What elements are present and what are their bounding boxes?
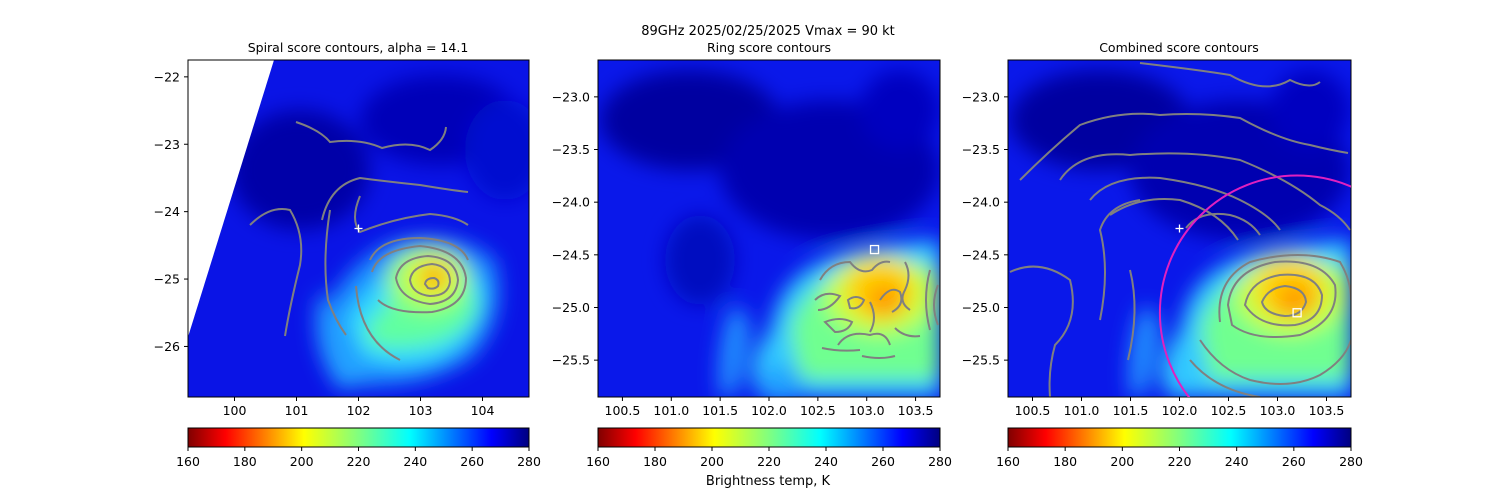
x-tick-label: 101	[285, 403, 309, 418]
colorbar-spiral	[187, 427, 530, 448]
y-tick-label: −22	[154, 69, 180, 84]
center-plus-marker	[1175, 224, 1184, 233]
radius-circle	[1158, 174, 1351, 397]
panel-ring-markers	[869, 244, 880, 255]
x-tick-label: 103	[409, 403, 433, 418]
y-tick-label: −24.5	[962, 247, 1000, 262]
colorbar-tick-label: 220	[347, 454, 371, 469]
panel-spiral-title: Spiral score contours, alpha = 14.1	[248, 40, 469, 55]
panel-ring-axes: 100.5 101.0 101.5 102.0 102.5 103.0 103.5 −23.0…	[552, 89, 934, 418]
colorbar-tick-label: 200	[290, 454, 314, 469]
panel-ring: Ring score contours	[552, 40, 952, 469]
x-tick-label: 103.0	[849, 403, 885, 418]
panel-ring-image	[598, 60, 940, 397]
colorbar-tick-label: 280	[1339, 454, 1363, 469]
colorbar-tick-label: 220	[1168, 454, 1192, 469]
y-tick-label: −25.5	[962, 353, 1000, 368]
y-tick-label: −23.5	[552, 142, 590, 157]
x-tick-label: 100.5	[605, 403, 641, 418]
colorbar-tick-label: 180	[233, 454, 257, 469]
y-tick-label: −23.0	[962, 89, 1000, 104]
colorbar-tick-label: 180	[643, 454, 667, 469]
colorbar-combined-ticks: 160 180 200 220 240 260 280	[996, 447, 1363, 469]
panel-combined-contours	[1009, 62, 1351, 397]
y-tick-label: −24.0	[962, 195, 1000, 210]
x-tick-label: 100.5	[1015, 403, 1051, 418]
colorbar-ring	[597, 427, 941, 448]
y-tick-label: −24.5	[552, 247, 590, 262]
x-tick-label: 101.5	[702, 403, 738, 418]
colorbar-tick-label: 220	[757, 454, 781, 469]
colorbar-tick-label: 160	[176, 454, 200, 469]
x-tick-label: 103.5	[1309, 403, 1345, 418]
y-tick-label: −24	[154, 204, 180, 219]
colorbar-tick-label: 180	[1053, 454, 1077, 469]
center-plus-marker	[354, 224, 363, 233]
x-tick-label: 104	[471, 403, 495, 418]
panel-spiral-markers	[354, 224, 363, 233]
x-tick-label: 102.5	[800, 403, 836, 418]
panel-spiral-image	[188, 60, 529, 397]
colorbar-tick-label: 260	[871, 454, 895, 469]
colorbar-ring-ticks: 160 180 200 220 240 260 280	[586, 447, 952, 469]
panel-spiral-axes: 100 101 102 103 104 −22 −23 −24 −25 −26	[154, 69, 495, 418]
y-tick-label: −23.0	[552, 89, 590, 104]
y-tick-label: −23	[154, 137, 180, 152]
y-tick-label: −26	[154, 339, 180, 354]
y-tick-label: −23.5	[962, 142, 1000, 157]
x-tick-label: 102.5	[1211, 403, 1247, 418]
x-tick-label: 100	[223, 403, 247, 418]
panel-combined-title: Combined score contours	[1099, 40, 1259, 55]
x-tick-label: 101.5	[1113, 403, 1149, 418]
colorbar-spiral-ticks: 160 180 200 220 240 260 280	[176, 447, 541, 469]
colorbar-tick-label: 160	[586, 454, 610, 469]
colorbar-tick-label: 240	[814, 454, 838, 469]
colorbar-tick-label: 260	[1282, 454, 1306, 469]
panel-spiral-contours	[249, 121, 469, 361]
x-tick-label: 103.0	[1260, 403, 1296, 418]
panel-ring-title: Ring score contours	[707, 40, 831, 55]
figure-suptitle: 89GHz 2025/02/25/2025 Vmax = 90 kt	[641, 24, 895, 39]
x-tick-label: 102	[347, 403, 371, 418]
colorbar-tick-label: 240	[403, 454, 427, 469]
y-tick-label: −25.0	[962, 300, 1000, 315]
colorbar-tick-label: 200	[1110, 454, 1134, 469]
y-tick-label: −24.0	[552, 195, 590, 210]
square-marker	[1292, 308, 1302, 318]
panel-combined-markers	[1158, 174, 1351, 397]
panel-combined-axes: 100.5 101.0 101.5 102.0 102.5 103.0 103.5 −23.0…	[962, 89, 1345, 418]
colorbar-tick-label: 260	[460, 454, 484, 469]
colorbar-tick-label: 160	[996, 454, 1020, 469]
x-tick-label: 101.0	[653, 403, 689, 418]
y-tick-label: −25.0	[552, 300, 590, 315]
colorbar-tick-label: 240	[1225, 454, 1249, 469]
colorbar-label: Brightness temp, K	[706, 474, 831, 489]
x-tick-label: 102.0	[1162, 403, 1198, 418]
colorbar-tick-label: 280	[928, 454, 952, 469]
colorbar-tick-label: 200	[700, 454, 724, 469]
square-marker	[869, 244, 880, 255]
colorbar-combined	[1007, 427, 1352, 448]
panel-spiral: Spiral score contours, alpha = 14.1	[154, 40, 541, 469]
y-tick-label: −25.5	[552, 353, 590, 368]
panel-ring-contours	[814, 260, 939, 359]
colorbar-tick-label: 280	[517, 454, 541, 469]
y-tick-label: −25	[154, 272, 180, 287]
x-tick-label: 101.0	[1064, 403, 1100, 418]
panel-combined: Combined score contours	[962, 40, 1363, 469]
x-tick-label: 102.0	[751, 403, 787, 418]
x-tick-label: 103.5	[898, 403, 934, 418]
